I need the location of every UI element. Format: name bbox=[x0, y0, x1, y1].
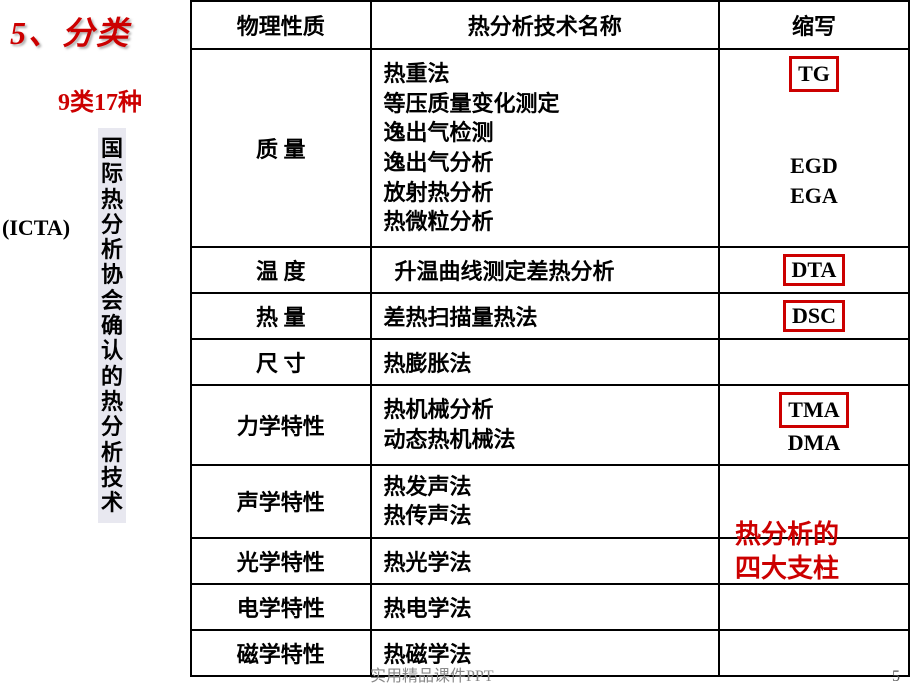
property-cell: 磁学特性 bbox=[191, 630, 371, 676]
property-cell: 热 量 bbox=[191, 293, 371, 339]
abbr-text: DMA bbox=[732, 428, 896, 458]
property-cell: 温 度 bbox=[191, 247, 371, 293]
table-header-row: 物理性质 热分析技术名称 缩写 bbox=[191, 1, 909, 49]
table-row: 尺 寸 热膨胀法 bbox=[191, 339, 909, 385]
abbr-text: EGD bbox=[732, 151, 896, 181]
subtitle: 9类17种 bbox=[58, 82, 142, 117]
red-annotation: 热分析的 四大支柱 bbox=[735, 518, 839, 586]
annotation-line1: 热分析的 bbox=[735, 518, 839, 552]
annotation-line2: 四大支柱 bbox=[735, 552, 839, 586]
table-row: 热 量 差热扫描量热法 DSC bbox=[191, 293, 909, 339]
property-cell: 电学特性 bbox=[191, 584, 371, 630]
technique-cell: 热机械分析 动态热机械法 bbox=[371, 385, 719, 464]
technique-item: 热重法 bbox=[384, 59, 706, 89]
technique-item: 热传声法 bbox=[384, 501, 706, 531]
table-row: 磁学特性 热磁学法 bbox=[191, 630, 909, 676]
table-row: 力学特性 热机械分析 动态热机械法 TMA DMA bbox=[191, 385, 909, 464]
footer-text: 实用精品课件PPT bbox=[370, 662, 494, 686]
property-cell: 声学特性 bbox=[191, 465, 371, 538]
abbr-boxed: DTA bbox=[783, 254, 846, 286]
property-cell: 尺 寸 bbox=[191, 339, 371, 385]
abbr-cell: DSC bbox=[719, 293, 909, 339]
technique-item: 逸出气检测 bbox=[384, 118, 706, 148]
page-number: 5 bbox=[892, 668, 900, 686]
technique-cell: 热电学法 bbox=[371, 584, 719, 630]
property-cell: 光学特性 bbox=[191, 538, 371, 584]
technique-item: 放射热分析 bbox=[384, 178, 706, 208]
technique-item: 等压质量变化测定 bbox=[384, 89, 706, 119]
technique-item: 逸出气分析 bbox=[384, 148, 706, 178]
abbr-boxed: TG bbox=[789, 56, 839, 92]
table-row: 温 度 升温曲线测定差热分析 DTA bbox=[191, 247, 909, 293]
vertical-label: 国际热分析协会确认的热分析技术 bbox=[98, 128, 126, 523]
table-row: 质 量 热重法 等压质量变化测定 逸出气检测 逸出气分析 放射热分析 热微粒分析… bbox=[191, 49, 909, 247]
technique-cell: 热膨胀法 bbox=[371, 339, 719, 385]
header-property: 物理性质 bbox=[191, 1, 371, 49]
technique-cell: 升温曲线测定差热分析 bbox=[371, 247, 719, 293]
technique-item: 热发声法 bbox=[384, 472, 706, 502]
technique-item: 热机械分析 bbox=[384, 395, 706, 425]
abbr-cell bbox=[719, 584, 909, 630]
header-abbr: 缩写 bbox=[719, 1, 909, 49]
abbr-cell: TG EGD EGA bbox=[719, 49, 909, 247]
icta-label: (ICTA) bbox=[2, 215, 70, 241]
abbr-cell bbox=[719, 630, 909, 676]
abbr-cell: DTA bbox=[719, 247, 909, 293]
technique-item: 热微粒分析 bbox=[384, 207, 706, 237]
abbr-cell: TMA DMA bbox=[719, 385, 909, 464]
abbr-cell bbox=[719, 339, 909, 385]
technique-item: 动态热机械法 bbox=[384, 425, 706, 455]
technique-cell: 热光学法 bbox=[371, 538, 719, 584]
header-technique: 热分析技术名称 bbox=[371, 1, 719, 49]
technique-cell: 热重法 等压质量变化测定 逸出气检测 逸出气分析 放射热分析 热微粒分析 bbox=[371, 49, 719, 247]
table-row: 电学特性 热电学法 bbox=[191, 584, 909, 630]
technique-cell: 热发声法 热传声法 bbox=[371, 465, 719, 538]
left-panel: 5、分类 9类17种 国际热分析协会确认的热分析技术 (ICTA) bbox=[0, 0, 190, 690]
abbr-boxed: TMA bbox=[779, 392, 848, 428]
property-cell: 力学特性 bbox=[191, 385, 371, 464]
abbr-text: EGA bbox=[732, 181, 896, 211]
abbr-boxed: DSC bbox=[783, 300, 845, 332]
technique-cell: 差热扫描量热法 bbox=[371, 293, 719, 339]
property-cell: 质 量 bbox=[191, 49, 371, 247]
section-title: 5、分类 bbox=[10, 8, 130, 54]
